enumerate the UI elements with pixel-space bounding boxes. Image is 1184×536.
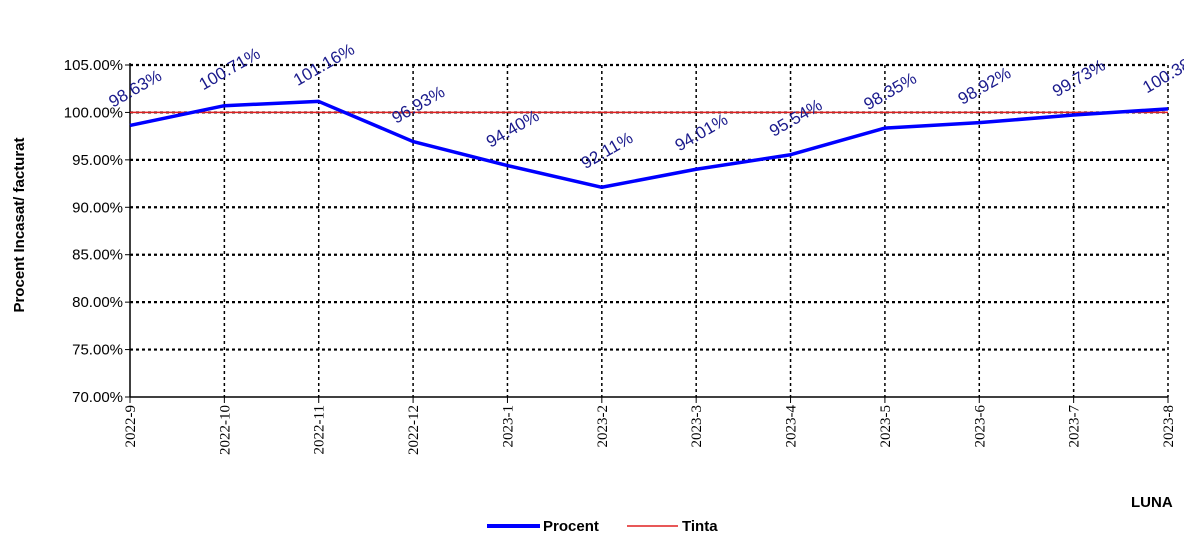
y-tick-label: 90.00% (72, 199, 123, 216)
data-label-procent: 100.71% (196, 44, 264, 94)
data-labels: 98.63% 100.71% 101.16%96.93%94.40% 92.11% 94… (106, 40, 1184, 173)
legend-label-tinta: Tinta (682, 518, 718, 535)
x-tick-label: 2023-4 (784, 405, 800, 448)
x-tick-label: 2022-11 (312, 405, 328, 454)
x-tick-label: 2022-9 (123, 405, 139, 448)
y-tick-label: 80.00% (72, 294, 123, 311)
data-label-procent: 95.54% (766, 95, 825, 140)
data-label-procent: 98.35% (860, 69, 919, 114)
x-axis-ticks: 2022-9 2022-10 2022-11 2022-12 2023-1 2023-2 2… (123, 397, 1177, 455)
data-label-procent: 99.73% (1049, 56, 1108, 101)
data-label-procent: 100.38% (1139, 47, 1184, 97)
data-label-procent: 94.01% (672, 110, 731, 155)
x-axis-title: LUNA (1131, 494, 1173, 511)
data-label-procent: 96.93% (389, 82, 448, 127)
x-tick-label: 2023-2 (595, 405, 611, 448)
legend: Procent Tinta (487, 518, 718, 535)
y-tick-label: 70.00% (72, 389, 123, 406)
x-tick-label: 2023-8 (1161, 405, 1177, 448)
x-tick-label: 2022-12 (406, 405, 422, 455)
y-tick-label: 100.00% (64, 104, 123, 121)
x-tick-label: 2023-3 (689, 405, 705, 448)
grid (125, 63, 1169, 398)
y-tick-label: 105.00% (64, 57, 123, 74)
y-axis-title: Procent Incasat/ facturat (11, 137, 28, 312)
y-tick-label: 95.00% (72, 152, 123, 169)
data-label-procent: 98.92% (955, 63, 1014, 108)
y-tick-label: 75.00% (72, 342, 123, 359)
legend-label-procent: Procent (543, 518, 599, 535)
x-tick-label: 2022-10 (217, 405, 233, 455)
x-tick-label: 2023-1 (500, 405, 516, 448)
x-tick-label: 2023-7 (1067, 405, 1083, 448)
y-axis-ticks: 70.00% 75.00% 80.00% 85.00% 90.00% 95.00% 100.… (64, 57, 123, 406)
x-tick-label: 2023-6 (972, 405, 988, 448)
x-tick-label: 2023-5 (878, 405, 894, 448)
data-label-procent: 92.11% (578, 128, 636, 173)
y-tick-label: 85.00% (72, 247, 123, 264)
series-line-procent (129, 99, 1169, 190)
series (129, 99, 1169, 190)
